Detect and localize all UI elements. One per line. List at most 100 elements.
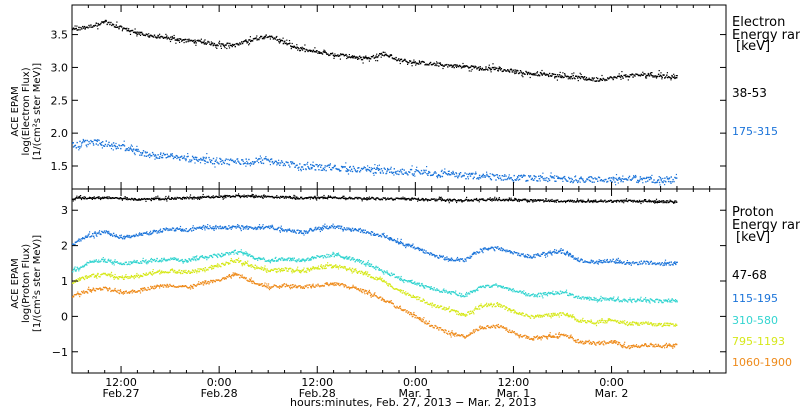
proton-point-115-195 bbox=[149, 232, 151, 234]
proton-point-310-580 bbox=[616, 299, 618, 301]
electron-point-175-315 bbox=[150, 155, 152, 157]
electron-point-38-53 bbox=[325, 52, 327, 54]
electron-point-175-315 bbox=[378, 168, 380, 170]
proton-point-795-1193 bbox=[336, 265, 338, 267]
electron-point-38-53 bbox=[366, 57, 368, 60]
proton-point-310-580 bbox=[379, 269, 382, 271]
electron-point-38-53 bbox=[610, 76, 612, 78]
proton-point-795-1193 bbox=[164, 271, 166, 273]
proton-point-795-1193 bbox=[356, 271, 358, 274]
electron-point-175-315 bbox=[554, 175, 556, 177]
electron-point-38-53 bbox=[400, 58, 403, 60]
proton-point-47-68 bbox=[112, 197, 114, 199]
proton-point-115-195 bbox=[211, 227, 214, 229]
electron-point-38-53 bbox=[436, 61, 438, 63]
proton-point-115-195 bbox=[629, 262, 632, 264]
electron-point-38-53 bbox=[419, 62, 422, 65]
electron-point-175-315 bbox=[92, 142, 94, 145]
electron-point-175-315 bbox=[460, 176, 463, 178]
proton-point-310-580 bbox=[159, 259, 161, 261]
proton-point-795-1193 bbox=[276, 268, 278, 270]
proton-point-310-580 bbox=[422, 285, 424, 287]
proton-point-310-580 bbox=[528, 295, 531, 297]
proton-point-310-580 bbox=[300, 260, 303, 262]
proton-point-310-580 bbox=[411, 279, 413, 281]
electron-point-38-53 bbox=[622, 77, 624, 79]
proton-point-795-1193 bbox=[227, 262, 229, 264]
electron-point-175-315 bbox=[533, 179, 535, 181]
electron-point-38-53 bbox=[116, 26, 118, 28]
proton-point-310-580 bbox=[149, 260, 151, 263]
proton-point-115-195 bbox=[281, 230, 284, 232]
electron-point-38-53 bbox=[496, 67, 498, 70]
electron-point-175-315 bbox=[171, 153, 173, 155]
proton-point-47-68 bbox=[627, 199, 630, 202]
electron-point-38-53 bbox=[494, 68, 496, 71]
electron-point-38-53 bbox=[567, 75, 569, 77]
proton-series-47-68 bbox=[72, 193, 678, 205]
proton-point-115-195 bbox=[407, 243, 409, 245]
proton-point-47-68 bbox=[88, 197, 90, 199]
proton-point-795-1193 bbox=[375, 276, 377, 279]
proton-point-47-68 bbox=[181, 198, 183, 200]
proton-point-310-580 bbox=[247, 253, 249, 255]
electron-point-175-315 bbox=[476, 177, 478, 180]
electron-point-175-315 bbox=[411, 173, 414, 175]
proton-point-795-1193 bbox=[149, 271, 152, 273]
electron-point-38-53 bbox=[275, 36, 277, 39]
proton-point-115-195 bbox=[551, 251, 553, 254]
proton-point-47-68 bbox=[72, 200, 74, 202]
proton-point-47-68 bbox=[435, 198, 437, 200]
proton-point-310-580 bbox=[462, 295, 464, 297]
proton-point-795-1193 bbox=[243, 264, 246, 266]
electron-point-38-53 bbox=[555, 75, 557, 78]
proton-point-47-68 bbox=[72, 198, 74, 200]
proton-point-115-195 bbox=[237, 224, 239, 226]
proton-point-47-68 bbox=[105, 196, 107, 199]
proton-point-115-195 bbox=[626, 262, 628, 264]
proton-point-47-68 bbox=[277, 196, 279, 198]
proton-point-795-1193 bbox=[293, 270, 295, 272]
proton-point-115-195 bbox=[115, 235, 117, 237]
proton-point-795-1193 bbox=[290, 267, 292, 270]
electron-point-175-315 bbox=[114, 145, 116, 147]
electron-point-38-53 bbox=[633, 74, 635, 76]
electron-point-38-53 bbox=[620, 78, 622, 80]
proton-point-47-68 bbox=[560, 200, 563, 202]
electron-point-175-315 bbox=[338, 168, 340, 170]
proton-point-310-580 bbox=[536, 296, 539, 298]
proton-point-47-68 bbox=[399, 198, 401, 200]
proton-point-795-1193 bbox=[197, 268, 199, 270]
proton-point-115-195 bbox=[490, 247, 492, 249]
proton-point-47-68 bbox=[191, 197, 193, 199]
proton-point-310-580 bbox=[165, 259, 167, 261]
electron-point-175-315 bbox=[260, 157, 262, 159]
electron-point-38-53 bbox=[203, 43, 206, 45]
electron-point-38-53 bbox=[616, 77, 618, 79]
proton-point-115-195 bbox=[205, 227, 207, 229]
electron-point-38-53 bbox=[293, 45, 295, 48]
electron-point-175-315 bbox=[596, 178, 598, 180]
electron-point-175-315 bbox=[559, 177, 562, 180]
electron-point-38-53 bbox=[108, 21, 110, 24]
proton-point-115-195 bbox=[237, 226, 239, 228]
electron-point-175-315 bbox=[517, 179, 519, 181]
proton-point-310-580 bbox=[558, 293, 561, 295]
proton-point-47-68 bbox=[276, 197, 278, 199]
proton-point-310-580 bbox=[400, 278, 403, 280]
proton-point-310-580 bbox=[293, 257, 295, 259]
proton-point-47-68 bbox=[672, 201, 674, 203]
proton-point-115-195 bbox=[79, 238, 81, 240]
electron-point-175-315 bbox=[389, 168, 392, 170]
electron-point-38-53 bbox=[284, 42, 286, 45]
proton-point-310-580 bbox=[138, 262, 140, 264]
proton-point-47-68 bbox=[253, 195, 256, 197]
electron-point-175-315 bbox=[635, 176, 637, 178]
electron-point-38-53 bbox=[176, 39, 178, 41]
proton-point-115-195 bbox=[538, 255, 541, 257]
proton-point-115-195 bbox=[662, 264, 664, 267]
proton-point-47-68 bbox=[206, 195, 208, 198]
electron-point-38-53 bbox=[352, 57, 354, 59]
electron-point-38-53 bbox=[564, 74, 566, 76]
proton-point-310-580 bbox=[160, 259, 162, 262]
